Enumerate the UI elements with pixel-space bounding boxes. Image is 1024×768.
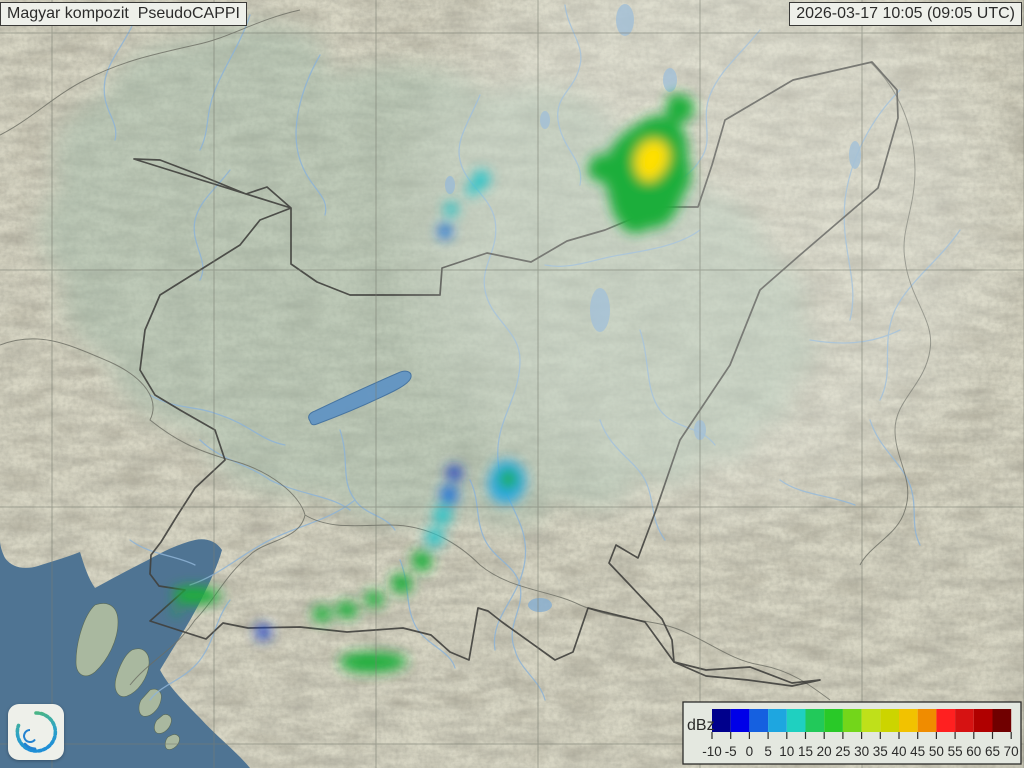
svg-text:5: 5 [764,744,772,759]
svg-text:50: 50 [929,744,944,759]
svg-text:70: 70 [1004,744,1019,759]
svg-text:55: 55 [948,744,963,759]
svg-text:45: 45 [910,744,925,759]
svg-text:0: 0 [746,744,754,759]
svg-text:-10: -10 [702,744,722,759]
svg-text:dBz: dBz [687,717,715,734]
svg-text:15: 15 [798,744,813,759]
svg-text:60: 60 [966,744,981,759]
svg-text:35: 35 [873,744,888,759]
svg-text:30: 30 [854,744,869,759]
svg-text:65: 65 [985,744,1000,759]
svg-text:10: 10 [779,744,794,759]
svg-text:-5: -5 [725,744,737,759]
svg-text:25: 25 [835,744,850,759]
svg-text:20: 20 [817,744,832,759]
svg-text:40: 40 [891,744,906,759]
